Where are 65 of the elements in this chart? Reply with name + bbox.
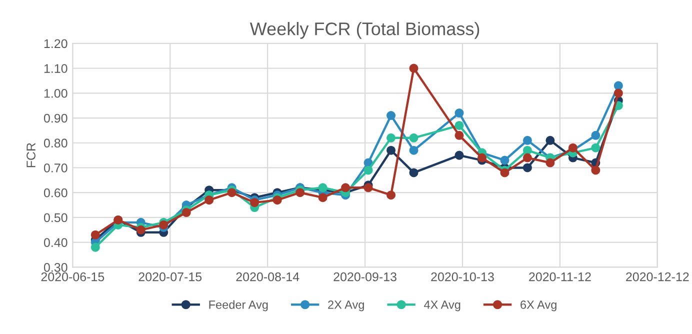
y-tick-label: 0.90 — [44, 114, 68, 123]
y-tick-label: 1.00 — [44, 88, 68, 98]
point — [591, 143, 600, 152]
y-tick-label: 0.40 — [44, 238, 68, 247]
point — [386, 190, 396, 200]
point — [227, 188, 236, 198]
legend-label: 2X Avg — [328, 300, 364, 312]
point — [386, 146, 396, 155]
point — [454, 130, 464, 140]
point — [591, 130, 600, 140]
x-tick-label: 2020-11-12 — [529, 272, 591, 282]
point — [204, 196, 214, 205]
y-tick-label: 0.80 — [44, 138, 68, 148]
legend-label: 6X Avg — [520, 300, 556, 312]
legend-label: 4X Avg — [424, 300, 460, 312]
point — [409, 64, 418, 73]
point — [341, 183, 350, 192]
y-tick-label: 0.70 — [44, 164, 68, 172]
point — [614, 81, 623, 90]
y-tick-label: 0.50 — [44, 213, 68, 222]
point — [182, 208, 191, 218]
point — [409, 168, 418, 178]
point — [454, 150, 464, 160]
point — [522, 146, 532, 155]
point — [454, 108, 464, 118]
point — [522, 153, 532, 162]
x-tick-label: 2020-12-12 — [626, 272, 689, 282]
point — [364, 166, 373, 175]
point — [272, 196, 282, 205]
point — [522, 163, 532, 172]
point — [546, 136, 555, 145]
point — [522, 136, 532, 145]
point — [477, 153, 486, 162]
y-tick-label: 1.20 — [44, 39, 68, 48]
x-tick-label: 2020-08-14 — [236, 272, 300, 282]
point — [591, 166, 600, 175]
legend-label: Feeder Avg — [209, 300, 268, 312]
point — [500, 168, 510, 178]
point — [568, 143, 578, 152]
point — [159, 220, 168, 230]
point — [409, 133, 418, 142]
point — [250, 198, 260, 208]
y-axis-title: FCR — [26, 143, 36, 168]
point — [90, 230, 100, 240]
point — [386, 111, 396, 120]
y-tick-label: 0.30 — [44, 263, 68, 272]
point — [409, 146, 418, 155]
y-tick-label: 1.10 — [44, 64, 68, 73]
point — [136, 225, 146, 234]
x-tick-label: 2020-06-15 — [41, 272, 104, 282]
chart-title: Weekly FCR (Total Biomass) — [250, 22, 480, 39]
point — [500, 156, 510, 165]
x-tick-label: 2020-10-13 — [431, 272, 494, 282]
point — [296, 188, 305, 198]
point — [318, 193, 328, 202]
point — [386, 133, 396, 142]
point — [90, 242, 100, 252]
point — [364, 183, 373, 192]
x-tick-label: 2020-07-15 — [138, 272, 202, 282]
point — [614, 88, 623, 98]
point — [546, 158, 555, 168]
x-tick-label: 2020-09-13 — [334, 272, 396, 282]
y-tick-label: 0.60 — [44, 188, 68, 198]
point — [454, 120, 464, 130]
point — [318, 183, 328, 192]
